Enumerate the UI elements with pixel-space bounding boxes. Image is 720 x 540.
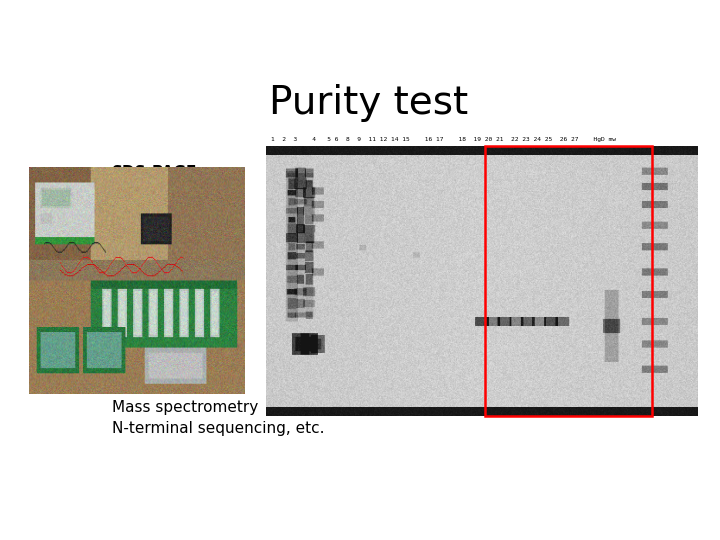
Text: SDS-PAGE: SDS-PAGE xyxy=(112,165,198,180)
Text: 1  2  3    4   5 6  8  9  11 12 14 15    16 17    18  19 20 21  22 23 24 25  26 : 1 2 3 4 5 6 8 9 11 12 14 15 16 17 18 19 … xyxy=(271,137,616,142)
Bar xyxy=(485,146,652,416)
Text: Mass spectrometry
N-terminal sequencing, etc.: Mass spectrometry N-terminal sequencing,… xyxy=(112,400,325,436)
Text: Purity test: Purity test xyxy=(269,84,469,122)
